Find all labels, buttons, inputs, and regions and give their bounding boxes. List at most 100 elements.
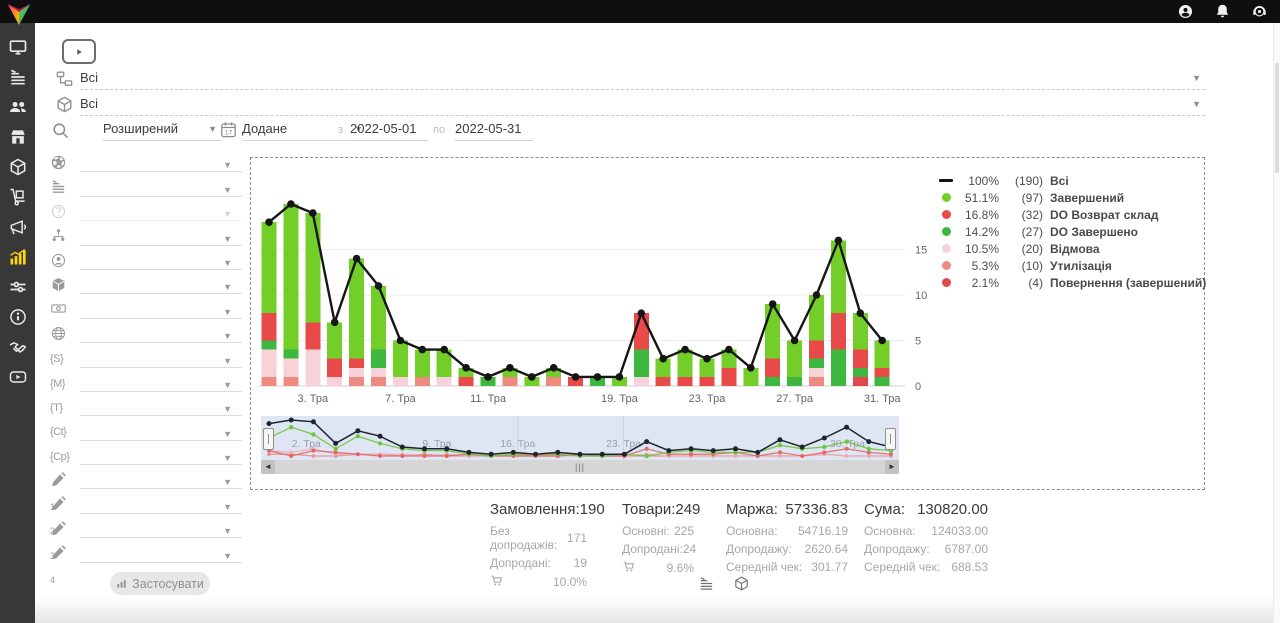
filter-select-14[interactable] xyxy=(80,493,242,514)
search-mode-select[interactable]: Розширений ▼ xyxy=(103,118,221,141)
navigator-right-handle[interactable] xyxy=(885,428,896,450)
filter-row-sitemap: ▼ xyxy=(50,225,242,249)
person-icon xyxy=(50,252,67,269)
summary-row-label: Без допродажів: xyxy=(490,524,558,552)
vertical-scrollbar-thumb[interactable] xyxy=(1275,63,1279,173)
sidebar-item-sliders[interactable] xyxy=(8,277,28,297)
scroll-right-arrow[interactable]: ► xyxy=(884,460,899,474)
scroll-left-arrow[interactable]: ◄ xyxy=(261,460,275,474)
sidebar-item-info[interactable] xyxy=(8,307,28,327)
filter-select-3[interactable] xyxy=(80,225,242,246)
svg-text:11. Тра: 11. Тра xyxy=(470,393,507,405)
filter-select-10[interactable] xyxy=(80,396,242,417)
app-logo[interactable] xyxy=(5,1,33,28)
filter-select-8[interactable] xyxy=(80,347,242,368)
filter-select-6[interactable] xyxy=(80,298,242,319)
summary-row: 9.6% xyxy=(622,560,694,576)
summary-row-value: 301.77 xyxy=(811,560,848,574)
filter-row-pencil2: 2 ▼ xyxy=(50,493,242,537)
headset-icon[interactable] xyxy=(1251,3,1268,20)
summary-title-label: Маржа: xyxy=(726,501,778,518)
sidebar-item-video[interactable] xyxy=(8,367,28,387)
sidebar-item-users[interactable] xyxy=(8,97,28,117)
filter-select-9[interactable] xyxy=(80,372,242,392)
legend-item-1[interactable]: 51.1% (97) Завершений xyxy=(939,189,1206,206)
cart-icon xyxy=(622,560,635,576)
search-icon xyxy=(51,121,70,140)
product-select[interactable]: Всі ▼ xyxy=(80,93,1205,116)
legend-dot-marker xyxy=(939,193,953,202)
legend-dot-marker xyxy=(939,261,953,270)
sidebar-item-store[interactable] xyxy=(8,127,28,147)
filter-select-4[interactable] xyxy=(80,250,242,270)
filter-select-7[interactable] xyxy=(80,323,242,344)
summary-row-value: 124033.00 xyxy=(931,524,988,538)
filter-row-S: {S} ▼ xyxy=(50,347,242,371)
legend-label: Повернення (завершений) xyxy=(1050,275,1207,290)
filter-row-T: {T} ▼ xyxy=(50,396,242,420)
bell-icon[interactable] xyxy=(1214,3,1231,20)
category-tree-icon xyxy=(55,69,74,88)
chart-navigator[interactable]: 2. Тра 9. Тра 16. Тра 23. Тра 30. Тра xyxy=(261,416,899,460)
summary-row-label: Допродані: xyxy=(622,542,683,556)
legend-count: (27) xyxy=(1021,224,1043,239)
summary-row-value: 9.6% xyxy=(666,561,694,575)
calendar-icon: 17 xyxy=(219,120,238,139)
filter-select-1[interactable] xyxy=(80,176,242,197)
chevron-down-icon: ▼ xyxy=(1192,73,1201,83)
chevron-down-icon: ▼ xyxy=(223,160,232,171)
scroll-grip[interactable]: ||| xyxy=(574,462,585,472)
user-icon[interactable] xyxy=(1177,3,1194,20)
legend-item-6[interactable]: 2.1% (4) Повернення (завершений) xyxy=(939,274,1206,291)
sidebar-item-monitor[interactable] xyxy=(8,37,28,57)
legend-item-5[interactable]: 5.3% (10) Утилізація xyxy=(939,257,1206,274)
vertical-scrollbar[interactable] xyxy=(1273,23,1280,623)
sidebar-item-analytics[interactable] xyxy=(8,247,28,267)
sidebar-nav xyxy=(0,23,35,387)
filter-select-12[interactable] xyxy=(80,445,242,466)
chart-scrollbar[interactable]: ◄ ||| ► xyxy=(261,460,899,474)
sidebar-item-orders[interactable] xyxy=(8,67,28,87)
chevron-down-icon: ▼ xyxy=(223,550,232,561)
summary-column-3: Сума: 130820.00 Основна: 124033.00 Допродажу… xyxy=(864,501,988,578)
category-select[interactable]: Всі ▼ xyxy=(80,67,1205,90)
chevron-down-icon: ▼ xyxy=(223,355,232,366)
legend-item-4[interactable]: 10.5% (20) Відмова xyxy=(939,240,1206,257)
filter-select-2[interactable] xyxy=(80,201,242,222)
legend-item-2[interactable]: 16.8% (32) DO Возврат склад xyxy=(939,206,1206,223)
svg-text:9. Тра: 9. Тра xyxy=(422,438,451,450)
filter-select-0[interactable] xyxy=(80,152,242,173)
summary-row-value: 688.53 xyxy=(951,560,988,574)
product-cube-icon[interactable] xyxy=(733,575,750,592)
apply-button[interactable]: Застосувати xyxy=(110,572,210,595)
filter-row-banknote: ▼ xyxy=(50,298,242,322)
pencil1-icon: 1 xyxy=(50,471,67,512)
chevron-down-icon: ▼ xyxy=(223,526,232,537)
sidebar-item-trolley[interactable] xyxy=(8,187,28,207)
filter-select-11[interactable] xyxy=(80,420,242,441)
legend-item-0[interactable]: 100% (190) Всі xyxy=(939,172,1206,189)
date-to-input[interactable]: 2022-05-31 xyxy=(455,118,533,141)
summary-row: 10.0% xyxy=(490,574,587,590)
cart-icon xyxy=(490,574,503,590)
logo-icon xyxy=(7,4,31,25)
sidebar-item-package[interactable] xyxy=(8,157,28,177)
chevron-down-icon: ▼ xyxy=(223,282,232,293)
help-video-button[interactable] xyxy=(62,39,96,64)
filter-select-5[interactable] xyxy=(80,274,242,295)
summary-row: Основні: 225 xyxy=(622,524,694,538)
chart-container: 0 5 10 15 3. Тра 7. Тра 11. Тра 19. Тра 23. Тра 2… xyxy=(250,157,1206,490)
status-list-icon[interactable] xyxy=(698,575,715,592)
date-from-input[interactable]: 2022-05-01 xyxy=(350,118,428,141)
filter-select-16[interactable] xyxy=(80,542,242,563)
brackets-Ct-icon: {Ct} xyxy=(50,426,67,439)
filter-select-13[interactable] xyxy=(80,469,242,490)
navigator-left-handle[interactable] xyxy=(263,428,274,450)
legend-item-3[interactable]: 14.2% (27) DO Завершено xyxy=(939,223,1206,240)
date-field-select[interactable]: Додане ▼ xyxy=(242,118,367,141)
sidebar-item-handshake[interactable] xyxy=(8,337,28,357)
sidebar-item-megaphone[interactable] xyxy=(8,217,28,237)
chevron-down-icon: ▼ xyxy=(208,124,217,134)
filter-select-15[interactable] xyxy=(80,518,242,539)
summary-row: Середній чек: 301.77 xyxy=(726,560,848,574)
